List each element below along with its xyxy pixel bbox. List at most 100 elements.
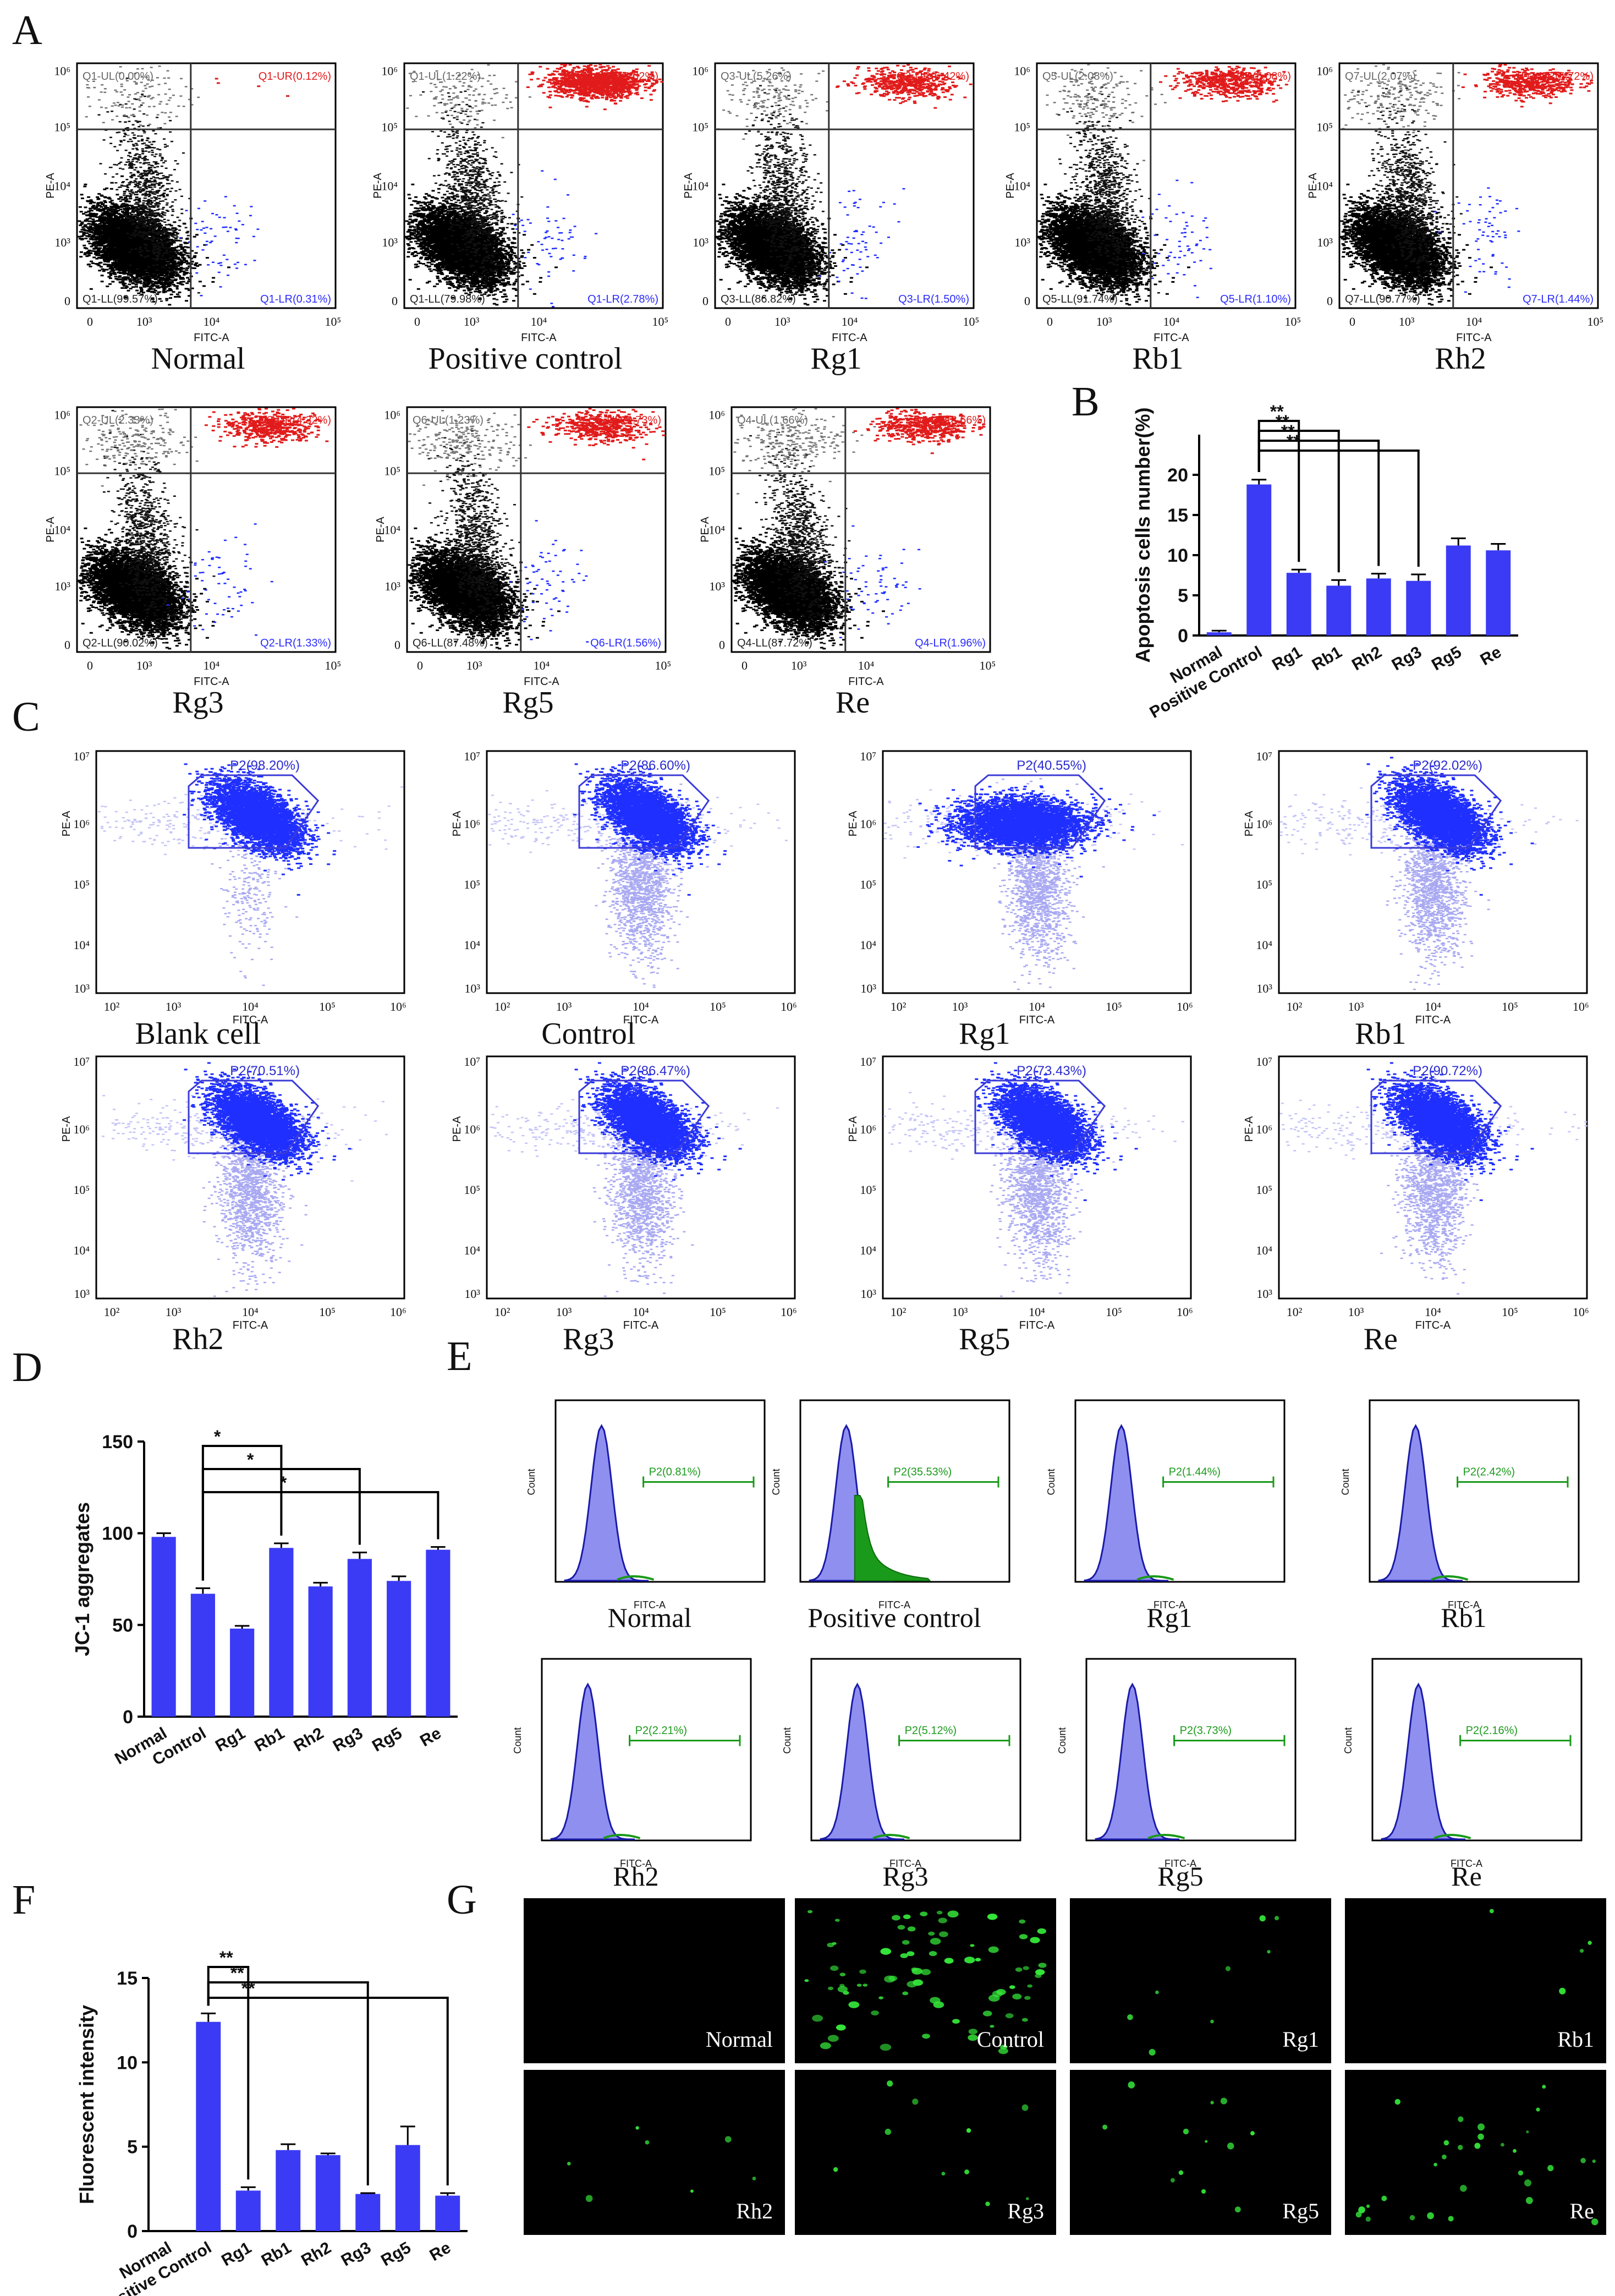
bar (1406, 580, 1431, 635)
x-axis-label: FITC-A (524, 676, 559, 688)
x-tick-label: 10⁵ (1106, 1000, 1122, 1013)
gated-population (916, 785, 1156, 878)
x-axis-label: FITC-A (634, 1599, 666, 1610)
fluorescent-cell (944, 1958, 954, 1964)
fluorescent-cell (856, 1983, 862, 1987)
quadrant-ll-label: Q7-LL(90.77%) (1345, 293, 1420, 305)
histogram-rb1: P2(2.42%) FITC-A Count Rb1 (1340, 1399, 1580, 1633)
cell-population-spread (744, 73, 827, 300)
significance-stars: ** (219, 1948, 233, 1968)
fluorescent-cell (938, 1917, 947, 1924)
fluorescent-cell (1038, 1963, 1047, 1968)
quadrant-plot-re: Q4-UL(1.66%) Q4-UR(8.66%) Q4-LL(87.72%) Q4-… (699, 406, 996, 720)
y-axis-label: Count (1046, 1468, 1057, 1495)
y-tick-label: 10⁶ (464, 1122, 480, 1136)
x-tick-label: 10³ (1348, 1000, 1364, 1013)
fluorescent-cell (1021, 2104, 1029, 2111)
gate-plot-rb1: P2(92.02%) 10² 10³ 10⁴ 10⁵ 10⁶ 10⁷ 10⁶ 10⁵ 10⁴ 10³… (1243, 749, 1589, 1051)
lower-population (1386, 761, 1491, 990)
fluorescent-cell (988, 1994, 1000, 2002)
y-tick-label: 10³ (54, 579, 70, 593)
fluorescent-cell (1501, 2142, 1504, 2147)
quadrant-ll-label: Q1-LL(99.57%) (83, 293, 158, 305)
x-tick-label: 10⁵ (963, 315, 979, 328)
x-tick-label: 0 (1047, 315, 1053, 328)
sample-name: Rb1 (1441, 1602, 1486, 1633)
panel-letter-f: F (12, 1877, 35, 1923)
y-tick-label: 0 (64, 638, 70, 652)
x-tick-label: 10⁵ (710, 1305, 726, 1319)
gate-percent-label: P2(35.53%) (894, 1466, 952, 1478)
significance-stars: ** (1276, 412, 1289, 431)
fluorescent-cell (1460, 2184, 1467, 2192)
y-tick-label: 10³ (860, 982, 876, 995)
quadrant-ll-label: Q4-LL(87.72%) (737, 637, 812, 649)
y-axis-label: PE-A (375, 517, 387, 543)
quadrant-lr-label: Q1-LR(0.31%) (260, 293, 331, 305)
bar (1326, 585, 1352, 635)
fluorescent-cell (833, 2167, 838, 2172)
x-tick-label: 10³ (952, 1305, 968, 1319)
fluorescent-cell (952, 2019, 960, 2024)
fluorescent-cell (1012, 1993, 1022, 2000)
significance-stars: * (247, 1450, 254, 1470)
x-axis-label: FITC-A (1415, 1319, 1451, 1331)
y-axis-label: Count (512, 1727, 523, 1753)
x-tick-label: 10² (495, 1305, 510, 1319)
y-tick-label: 10⁵ (54, 464, 70, 478)
micrograph-label: Rh2 (736, 2199, 773, 2223)
fluorescent-cell (1027, 1984, 1033, 1988)
upper-right-points (1159, 65, 1288, 103)
fluorescent-cell (939, 1931, 948, 1937)
x-tick-label: 0 (414, 315, 420, 328)
x-tick-label: 10² (891, 1305, 907, 1319)
histogram-gated-tail (1433, 1834, 1471, 1839)
fluorescent-cell (1559, 1987, 1566, 1994)
x-axis-label: FITC-A (832, 332, 867, 344)
gate-plot-blank-cell: P2(98.20%) 10² 10³ 10⁴ 10⁵ 10⁶ 10⁷ 10⁶ 10⁵ 10⁴ 10³… (61, 749, 407, 1051)
y-tick-label: 10⁵ (54, 120, 70, 134)
micrograph-image (1070, 1898, 1331, 2063)
x-tick-label: 10⁵ (325, 315, 341, 328)
histogram-peak (550, 1683, 635, 1840)
fluorescent-cell (1442, 2154, 1447, 2160)
significance-bracket (207, 1981, 369, 2185)
y-axis-label: PE-A (683, 173, 695, 199)
fluorescent-cell (1201, 2189, 1206, 2194)
y-axis-label: PE-A (451, 1116, 463, 1142)
fluorescent-cell (907, 1951, 915, 1957)
fluorescent-cell (839, 1972, 846, 1977)
gate-polygon (1370, 774, 1502, 849)
y-tick-label: 10⁵ (860, 878, 876, 891)
panel-a-flow-quadrants: Q1-UL(0.00%) Q1-UR(0.12%) Q1-LL(99.57%) Q1-… (45, 62, 1603, 720)
x-tick-label: 10² (1287, 1000, 1303, 1013)
fluorescent-cell (902, 1939, 910, 1945)
y-axis-label: PE-A (847, 810, 859, 836)
sample-name: Re (836, 686, 870, 720)
y-tick-label: 10⁵ (381, 120, 398, 134)
significance-stars: * (280, 1473, 287, 1493)
fluorescent-cell (1275, 1916, 1279, 1921)
fluorescent-cell (863, 1983, 868, 1987)
bar (426, 1549, 451, 1717)
fluorescent-cell (1592, 2159, 1596, 2163)
bar (1446, 545, 1471, 635)
fluorescent-cell (936, 1910, 943, 1915)
histogram-peak (1084, 1424, 1169, 1582)
y-tick-label: 10³ (709, 579, 725, 593)
x-axis-label: FITC-A (620, 1858, 652, 1869)
bar (235, 2190, 261, 2231)
panel-g-micrographs: Normal Control Rg1 Rb1 Rh2 Rg3 Rg5 Re (524, 1898, 1606, 2235)
sample-name: Normal (151, 342, 245, 376)
significance-stars: ** (1281, 421, 1295, 441)
fluorescent-cell (1227, 2142, 1234, 2150)
y-tick-label: 10⁵ (692, 120, 708, 134)
fluorescent-cell (1477, 2123, 1485, 2131)
y-tick-label: 0 (702, 294, 708, 308)
y-tick-label: 10⁴ (708, 523, 725, 537)
significance-bracket (1257, 450, 1420, 567)
y-tick-label: 10⁶ (54, 408, 70, 421)
y-tick-label: 10⁴ (54, 523, 70, 537)
fluorescent-cell (871, 2010, 879, 2016)
quadrant-lr-label: Q4-LR(1.96%) (915, 637, 986, 649)
